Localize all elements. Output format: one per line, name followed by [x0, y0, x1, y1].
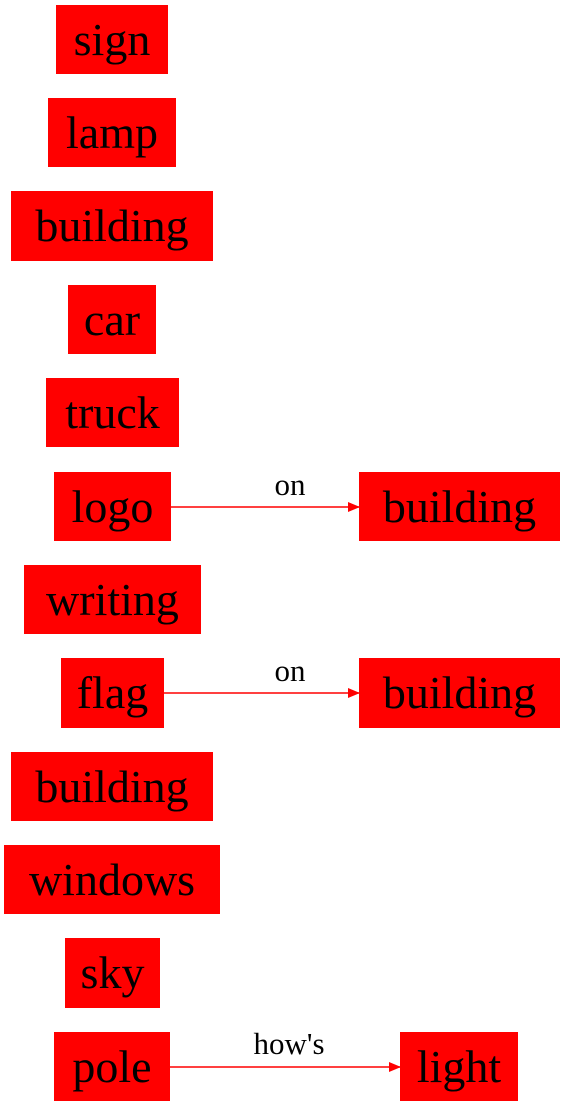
node-pole: pole: [54, 1032, 170, 1101]
node-truck: truck: [46, 378, 179, 447]
node-windows: windows: [4, 845, 220, 914]
node-lamp: lamp: [48, 98, 176, 167]
node-writing: writing: [24, 565, 201, 634]
node-building: building: [359, 658, 560, 728]
node-building: building: [11, 191, 213, 261]
node-sky: sky: [65, 938, 160, 1008]
node-building: building: [359, 472, 560, 541]
node-light: light: [400, 1032, 518, 1101]
node-car: car: [68, 285, 156, 354]
node-sign: sign: [56, 5, 168, 74]
edge-label: on: [274, 467, 306, 502]
node-logo: logo: [54, 472, 171, 541]
node-building: building: [11, 752, 213, 821]
edge-label: how's: [253, 1026, 325, 1061]
node-flag: flag: [61, 658, 164, 728]
edge-label: on: [274, 653, 306, 688]
